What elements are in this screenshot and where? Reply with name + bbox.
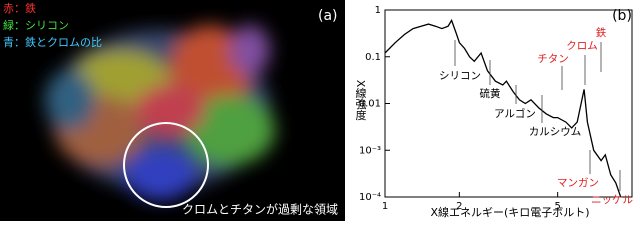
- annotation: シリコン: [439, 70, 481, 82]
- annotation: 硫黄: [480, 87, 501, 100]
- annotation: カルシウム: [529, 126, 582, 138]
- annotation: チタン: [537, 53, 569, 65]
- figure-svg: 赤：鉄 緑：シリコン 青：鉄とクロムの比 (a) クロムとチタンが過剰な領域 (…: [0, 0, 633, 221]
- spectrum-line: [384, 18, 622, 198]
- caption: クロムとチタンが過剰な領域: [182, 202, 338, 217]
- y-tick-label: 0.1: [365, 52, 381, 63]
- y-axis-label: X線強度: [354, 80, 367, 121]
- nebula: [45, 25, 275, 200]
- x-tick-label: 2: [456, 201, 462, 212]
- legend-green: 緑：シリコン: [3, 18, 69, 32]
- panel-label: (b): [612, 8, 632, 24]
- annotation: マンガン: [557, 177, 599, 189]
- y-tick-label: 0.01: [359, 99, 381, 110]
- legend-blue: 青：鉄とクロムの比: [3, 35, 102, 49]
- y-tick-label: 10⁻⁴: [359, 192, 381, 203]
- panel-label: (a): [318, 8, 338, 24]
- x-axis-label: X線エネルギー(キロ電子ボルト): [430, 205, 589, 219]
- annotation: ニッケル: [591, 194, 633, 206]
- region-circle: [123, 122, 209, 208]
- y-tick-label: 10⁻³: [359, 145, 381, 156]
- annotation: クロム: [566, 40, 598, 52]
- x-tick-label: 1: [382, 201, 388, 212]
- legend-red: 赤：鉄: [3, 1, 36, 15]
- x-tick-label: 5: [554, 201, 560, 212]
- y-tick-label: 1: [375, 5, 381, 16]
- figure: 赤：鉄 緑：シリコン 青：鉄とクロムの比 (a) クロムとチタンが過剰な領域 (…: [0, 0, 633, 221]
- annotation: アルゴン: [494, 107, 536, 120]
- annotation: 鉄: [596, 26, 607, 39]
